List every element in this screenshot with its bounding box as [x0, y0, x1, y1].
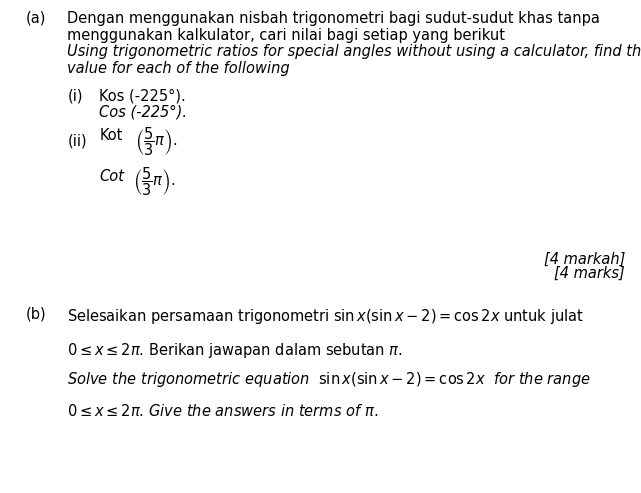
Text: Cot: Cot [99, 169, 124, 183]
Text: (a): (a) [26, 11, 46, 26]
Text: value for each of the following: value for each of the following [67, 61, 290, 76]
Text: [4 markah]: [4 markah] [544, 251, 625, 266]
Text: Using trigonometric ratios for special angles without using a calculator, find t: Using trigonometric ratios for special a… [67, 44, 641, 59]
Text: (i): (i) [67, 89, 83, 104]
Text: (b): (b) [26, 307, 46, 321]
Text: Kot: Kot [99, 128, 122, 143]
Text: (ii): (ii) [67, 133, 87, 148]
Text: $0\leq x\leq 2\pi$. Berikan jawapan dalam sebutan $\pi$.: $0\leq x\leq 2\pi$. Berikan jawapan dala… [67, 341, 403, 360]
Text: Selesaikan persamaan trigonometri $\mathrm{sin}\,x(\mathrm{sin}\,x-2)=\mathrm{co: Selesaikan persamaan trigonometri $\math… [67, 307, 584, 326]
Text: $\left(\dfrac{5}{3}\pi\right).$: $\left(\dfrac{5}{3}\pi\right).$ [135, 125, 177, 158]
Text: Cos (-225°).: Cos (-225°). [99, 105, 187, 119]
Text: Kos (-225°).: Kos (-225°). [99, 89, 186, 104]
Text: Dengan menggunakan nisbah trigonometri bagi sudut-sudut khas tanpa: Dengan menggunakan nisbah trigonometri b… [67, 11, 600, 26]
Text: $\left(\dfrac{5}{3}\pi\right).$: $\left(\dfrac{5}{3}\pi\right).$ [133, 166, 176, 198]
Text: menggunakan kalkulator, cari nilai bagi setiap yang berikut: menggunakan kalkulator, cari nilai bagi … [67, 28, 505, 42]
Text: $\mathit{Solve\ the\ trigonometric\ equation}$  $\mathrm{sin}\,x(\mathrm{sin}\,x: $\mathit{Solve\ the\ trigonometric\ equa… [67, 370, 591, 389]
Text: $0\leq x\leq 2\pi$. $\mathit{Give\ the\ answers\ in\ terms\ of}$ $\pi$.: $0\leq x\leq 2\pi$. $\mathit{Give\ the\ … [67, 403, 378, 419]
Text: [4 marks]: [4 marks] [554, 266, 625, 281]
